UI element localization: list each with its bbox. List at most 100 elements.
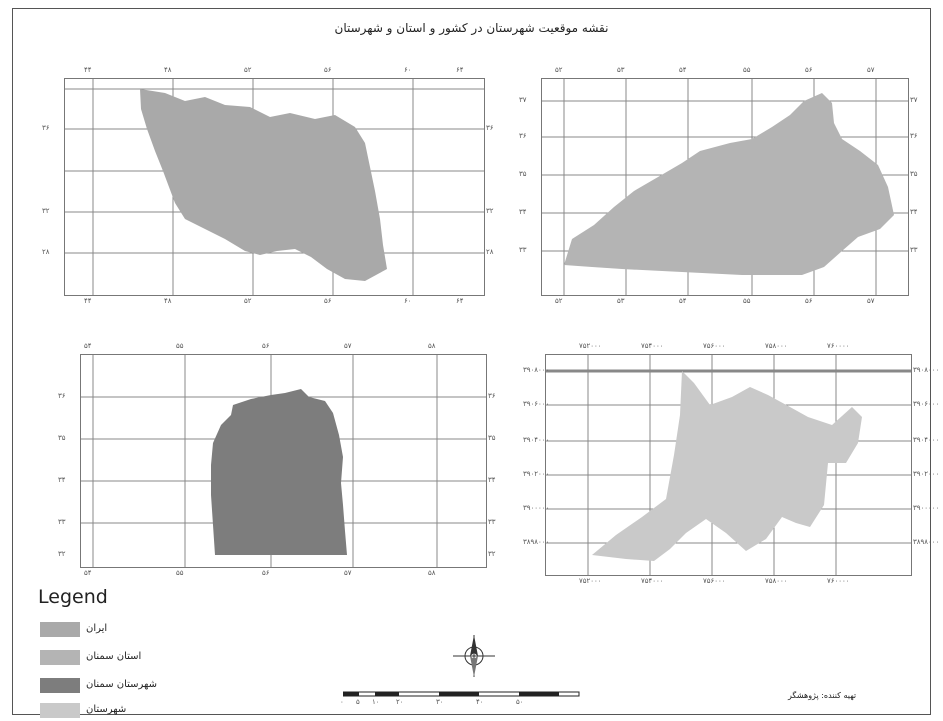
tick-label-left: ۲۸ xyxy=(42,248,50,256)
map-frame xyxy=(12,8,931,715)
tick-label-left: ۳۹۰۸۰۰۰ xyxy=(523,366,550,374)
legend-swatch xyxy=(40,703,80,718)
city-map-svg xyxy=(546,355,911,575)
tick-label-right: ۳۲ xyxy=(488,550,496,558)
tick-label-bottom: ۵۵ xyxy=(176,569,184,577)
tick-label-top: ۴۴ xyxy=(84,66,92,74)
county-map-svg xyxy=(81,355,486,567)
tick-label-right: ۳۳ xyxy=(910,246,918,254)
tick-label-left: ۳۲ xyxy=(58,550,66,558)
tick-label-top: ۶۰ xyxy=(404,66,412,74)
legend-label: شهرستان xyxy=(86,704,127,715)
scale-label: ۲۰ xyxy=(396,698,404,706)
legend-label: ایران xyxy=(86,623,108,634)
tick-label-left: ۳۵ xyxy=(519,170,527,178)
tick-label-right: ۳۸۹۸۰۰۰ xyxy=(913,538,940,546)
tick-label-bottom: ۵۶ xyxy=(324,297,332,305)
tick-label-left: ۳۶ xyxy=(42,124,50,132)
tick-label-top: ۵۲ xyxy=(555,66,563,74)
tick-label-bottom: ۵۲ xyxy=(555,297,563,305)
tick-label-top: ۵۷ xyxy=(867,66,875,74)
tick-label-bottom: ۵۶ xyxy=(805,297,813,305)
tick-label-left: ۳۳ xyxy=(58,518,66,526)
tick-label-top: ۶۴ xyxy=(456,66,464,74)
tick-label-top: ۷۵۴۰۰۰ xyxy=(641,342,664,350)
legend-label: استان سمنان xyxy=(86,651,142,662)
tick-label-bottom: ۶۰ xyxy=(404,297,412,305)
tick-label-top: ۴۸ xyxy=(164,66,172,74)
panel-county xyxy=(80,354,487,568)
tick-label-right: ۳۹۰۸۰۰۰ xyxy=(913,366,940,374)
scale-label: ۵ xyxy=(356,698,360,706)
scale-label: ۰ xyxy=(340,698,344,706)
tick-label-top: ۷۶۰۰۰۰ xyxy=(827,342,850,350)
tick-label-bottom: ۵۳ xyxy=(617,297,625,305)
tick-label-top: ۵۶ xyxy=(805,66,813,74)
legend-swatch xyxy=(40,622,80,637)
panel-province xyxy=(541,78,909,296)
tick-label-bottom: ۷۵۸۰۰۰ xyxy=(765,577,788,585)
tick-label-right: ۳۶ xyxy=(488,392,496,400)
tick-label-left: ۳۴ xyxy=(58,476,66,484)
tick-label-bottom: ۵۶ xyxy=(262,569,270,577)
scale-label: ۱۰ xyxy=(372,698,380,706)
tick-label-bottom: ۷۵۶۰۰۰ xyxy=(703,577,726,585)
legend-title: Legend xyxy=(38,586,108,608)
tick-label-top: ۵۵ xyxy=(743,66,751,74)
tick-label-left: ۳۷ xyxy=(519,96,527,104)
tick-label-left: ۳۶ xyxy=(58,392,66,400)
iran-shape xyxy=(140,89,387,281)
province-shape xyxy=(564,93,894,275)
tick-label-bottom: ۷۶۰۰۰۰ xyxy=(827,577,850,585)
tick-label-left: ۳۹۰۲۰۰۰ xyxy=(523,470,550,478)
tick-label-left: ۳۸۹۸۰۰۰ xyxy=(523,538,550,546)
tick-label-right: ۳۳ xyxy=(488,518,496,526)
tick-label-top: ۷۵۸۰۰۰ xyxy=(765,342,788,350)
tick-label-top: ۷۵۶۰۰۰ xyxy=(703,342,726,350)
tick-label-right: ۳۷ xyxy=(910,96,918,104)
tick-label-bottom: ۷۵۲۰۰۰ xyxy=(579,577,602,585)
tick-label-right: ۳۶ xyxy=(910,132,918,140)
tick-label-bottom: ۶۴ xyxy=(456,297,464,305)
tick-label-right: ۳۴ xyxy=(910,208,918,216)
north-arrow-icon xyxy=(453,635,495,677)
tick-label-right: ۲۸ xyxy=(486,248,494,256)
tick-label-right: ۳۹۰۶۰۰۰ xyxy=(913,400,940,408)
panel-city xyxy=(545,354,912,576)
tick-label-top: ۵۴ xyxy=(679,66,687,74)
tick-label-left: ۳۵ xyxy=(58,434,66,442)
scale-bar: ۰ ۵ ۱۰ ۲۰ ۳۰ ۴۰ ۵۰ xyxy=(340,690,603,710)
tick-label-top: ۵۸ xyxy=(428,342,436,350)
tick-label-left: ۳۲ xyxy=(42,207,50,215)
scale-bar-graphic xyxy=(343,691,580,697)
panel-iran xyxy=(64,78,485,296)
tick-label-bottom: ۷۵۴۰۰۰ xyxy=(641,577,664,585)
tick-label-left: ۳۹۰۰۰۰۰ xyxy=(523,504,550,512)
legend-swatch xyxy=(40,678,80,693)
tick-label-top: ۵۴ xyxy=(84,342,92,350)
legend-label: شهرستان سمنان xyxy=(86,679,158,690)
iran-map-svg xyxy=(65,79,484,295)
tick-label-right: ۳۲ xyxy=(486,207,494,215)
tick-label-top: ۵۲ xyxy=(244,66,252,74)
tick-label-right: ۳۴ xyxy=(488,476,496,484)
tick-label-bottom: ۴۸ xyxy=(164,297,172,305)
tick-label-bottom: ۵۷ xyxy=(867,297,875,305)
legend-swatch xyxy=(40,650,80,665)
map-title: نقشه موقعیت شهرستان در کشور و استان و شه… xyxy=(334,21,609,35)
map-credit: تهیه کننده: پژوهشگر xyxy=(788,691,857,700)
tick-label-bottom: ۵۵ xyxy=(743,297,751,305)
tick-label-right: ۳۹۰۲۰۰۰ xyxy=(913,470,940,478)
scale-label: ۵۰ xyxy=(516,698,524,706)
tick-label-top: ۷۵۲۰۰۰ xyxy=(579,342,602,350)
tick-label-bottom: ۵۴ xyxy=(679,297,687,305)
county-shape xyxy=(211,389,347,555)
tick-label-left: ۳۶ xyxy=(519,132,527,140)
tick-label-bottom: ۴۴ xyxy=(84,297,92,305)
province-map-svg xyxy=(542,79,908,295)
scale-label: ۳۰ xyxy=(436,698,444,706)
tick-label-top: ۵۷ xyxy=(344,342,352,350)
tick-label-right: ۳۹۰۴۰۰۰ xyxy=(913,436,940,444)
tick-label-right: ۳۵ xyxy=(910,170,918,178)
tick-label-left: ۳۹۰۴۰۰۰ xyxy=(523,436,550,444)
